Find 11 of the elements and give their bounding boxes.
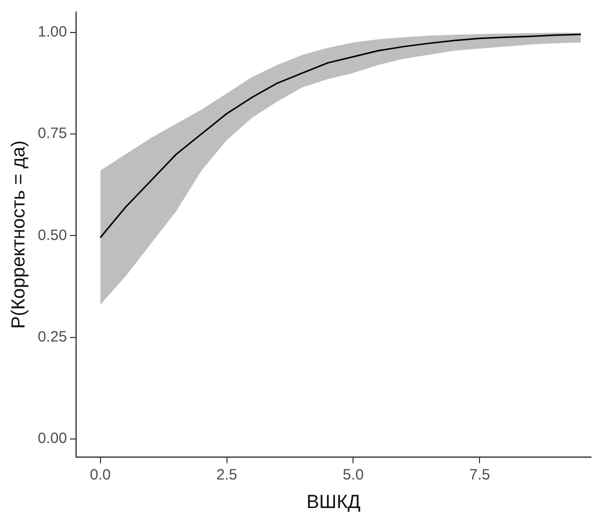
y-tick-label: 0.75 (38, 125, 67, 142)
y-tick-label: 0.25 (38, 328, 67, 346)
x-tick-label: 7.5 (469, 466, 490, 484)
x-tick-label: 2.5 (216, 466, 238, 484)
y-tick-label: 0.00 (38, 430, 67, 448)
y-tick-label: 1.00 (38, 23, 67, 40)
x-tick-label: 5.0 (342, 466, 364, 484)
y-axis-title: P(Корректность = да) (8, 140, 30, 329)
y-tick-label: 0.50 (38, 226, 67, 244)
x-axis-title: ВШКД (306, 492, 361, 513)
x-tick-label: 0.0 (90, 466, 111, 484)
